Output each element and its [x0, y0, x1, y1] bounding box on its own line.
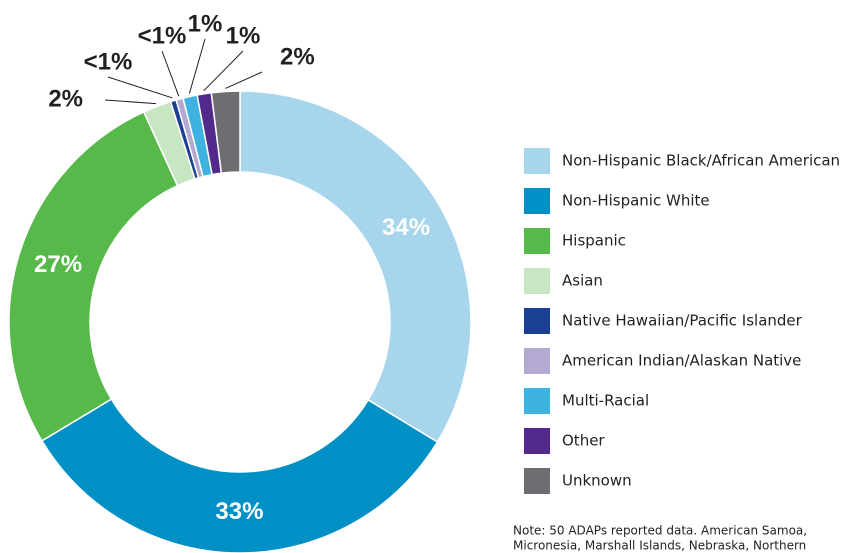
legend-label: Asian — [562, 272, 603, 290]
value-label: 2% — [280, 43, 315, 70]
value-label: 1% — [188, 10, 223, 37]
leader-line — [107, 76, 173, 99]
legend-label: Non-Hispanic White — [562, 192, 710, 210]
leader-line — [188, 38, 206, 94]
legend-label: American Indian/Alaskan Native — [562, 352, 801, 370]
legend-label: Other — [562, 432, 605, 450]
legend-label: Multi-Racial — [562, 392, 649, 410]
value-label: 27% — [34, 251, 82, 278]
value-label: <1% — [84, 48, 133, 75]
value-label: <1% — [138, 22, 187, 49]
legend-swatch — [524, 268, 550, 294]
legend-swatch — [524, 308, 550, 334]
slice — [239, 90, 472, 444]
legend-label: Non-Hispanic Black/African American — [562, 152, 840, 170]
value-label: 1% — [226, 22, 261, 49]
legend-swatch — [524, 228, 550, 254]
legend-swatch — [524, 348, 550, 374]
leader-line — [203, 50, 244, 92]
legend-swatch — [524, 188, 550, 214]
note: Micronesia, Marshall Islands, Nebraska, … — [513, 539, 806, 553]
slice — [210, 90, 241, 174]
legend-swatch — [524, 428, 550, 454]
slice — [40, 398, 439, 553]
value-label: 33% — [215, 498, 263, 525]
value-label: 34% — [382, 214, 430, 241]
legend-label: Unknown — [562, 472, 632, 490]
legend-swatch — [524, 388, 550, 414]
note: Note: 50 ADAPs reported data. American S… — [513, 524, 807, 538]
leader-line — [104, 99, 156, 105]
legend-label: Hispanic — [562, 232, 626, 250]
legend-swatch — [524, 148, 550, 174]
leader-line — [225, 71, 263, 89]
slice — [8, 111, 179, 442]
leader-line — [161, 50, 180, 97]
value-label: 2% — [48, 85, 83, 112]
legend-swatch — [524, 468, 550, 494]
legend-label: Native Hawaiian/Pacific Islander — [562, 312, 803, 330]
